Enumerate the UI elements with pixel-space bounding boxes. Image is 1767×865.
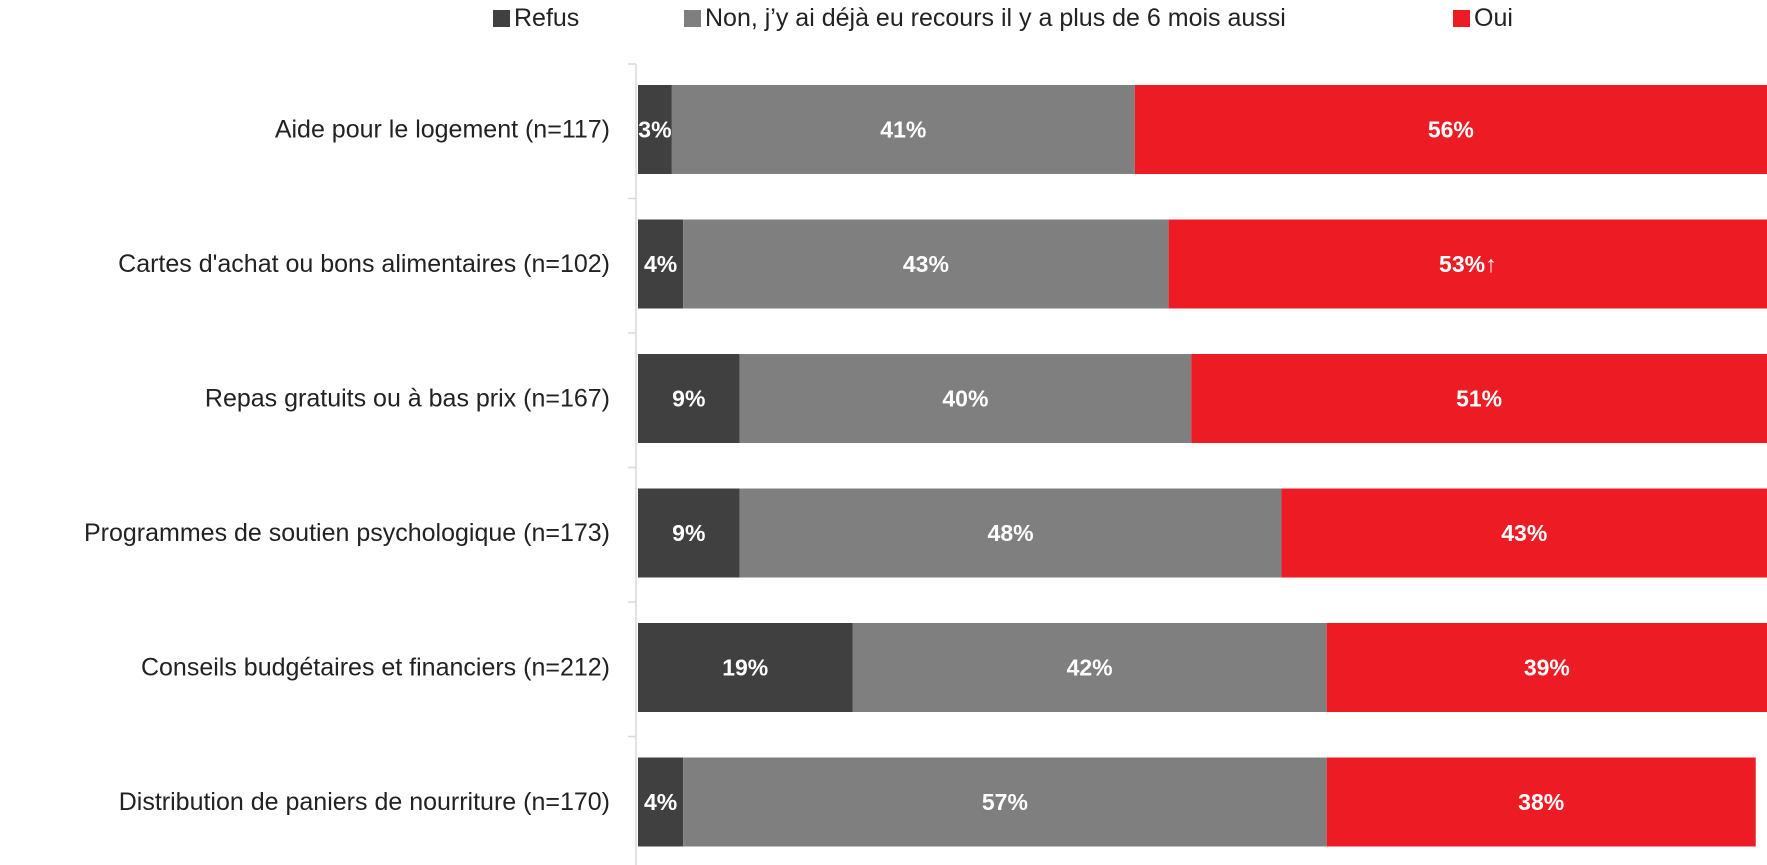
category-label: Distribution de paniers de nourriture (n… bbox=[119, 788, 610, 816]
data-label: 41% bbox=[880, 117, 926, 143]
bar-segment-non bbox=[683, 219, 1169, 309]
data-label: 42% bbox=[1067, 655, 1113, 681]
data-label: 56% bbox=[1428, 117, 1474, 143]
category-label: Conseils budgétaires et financiers (n=21… bbox=[141, 654, 610, 682]
data-label: 3% bbox=[638, 117, 671, 143]
bar-segment-refus bbox=[638, 757, 684, 847]
category-label: Repas gratuits ou à bas prix (n=167) bbox=[205, 385, 610, 413]
legend-item-oui: Oui bbox=[1453, 4, 1513, 33]
legend-item-refus: Refus bbox=[493, 4, 579, 33]
data-label: 4% bbox=[644, 789, 677, 815]
data-label: 53%↑ bbox=[1439, 251, 1497, 277]
bar-segment-refus bbox=[638, 623, 853, 712]
bar-segment-refus bbox=[638, 85, 672, 174]
bar-segment-non bbox=[671, 85, 1135, 174]
data-label: 9% bbox=[672, 386, 705, 412]
data-label: 51% bbox=[1456, 386, 1502, 412]
legend-label-refus: Refus bbox=[514, 4, 580, 32]
data-label: 9% bbox=[672, 520, 705, 546]
bar-segment-non bbox=[739, 354, 1192, 443]
data-label: 48% bbox=[988, 520, 1034, 546]
bar-segment-oui bbox=[1134, 85, 1767, 174]
category-label: Programmes de soutien psychologique (n=1… bbox=[84, 519, 610, 547]
legend: Refus Non, j’y ai déjà eu recours il y a… bbox=[0, 0, 1767, 40]
bar-segment-refus bbox=[638, 488, 740, 578]
bar-segment-non bbox=[739, 488, 1282, 578]
data-label: 19% bbox=[722, 655, 768, 681]
legend-swatch-oui bbox=[1453, 10, 1470, 27]
data-label: 38% bbox=[1518, 789, 1564, 815]
data-label: 43% bbox=[1501, 520, 1547, 546]
bar-segment-non bbox=[683, 757, 1327, 847]
data-label: 57% bbox=[982, 789, 1028, 815]
data-label: 39% bbox=[1524, 655, 1570, 681]
bar-segment-oui bbox=[1326, 623, 1767, 712]
category-label: Cartes d'achat ou bons alimentaires (n=1… bbox=[118, 250, 610, 278]
legend-label-non: Non, j’y ai déjà eu recours il y a plus … bbox=[705, 4, 1286, 32]
legend-swatch-non bbox=[684, 10, 701, 27]
bar-segment-refus bbox=[638, 354, 740, 443]
legend-item-non: Non, j’y ai déjà eu recours il y a plus … bbox=[684, 4, 1286, 33]
bar-segment-oui bbox=[1191, 354, 1767, 443]
legend-label-oui: Oui bbox=[1474, 4, 1513, 32]
bar-segment-oui bbox=[1281, 488, 1767, 578]
data-label: 4% bbox=[644, 251, 677, 277]
bar-segment-oui bbox=[1326, 757, 1756, 847]
bar-segment-non bbox=[852, 623, 1327, 712]
bar-segment-refus bbox=[638, 219, 684, 309]
bar-segment-oui bbox=[1168, 219, 1767, 309]
data-label: 43% bbox=[903, 251, 949, 277]
legend-swatch-refus bbox=[493, 10, 510, 27]
category-label: Aide pour le logement (n=117) bbox=[275, 116, 610, 144]
data-label: 40% bbox=[942, 386, 988, 412]
